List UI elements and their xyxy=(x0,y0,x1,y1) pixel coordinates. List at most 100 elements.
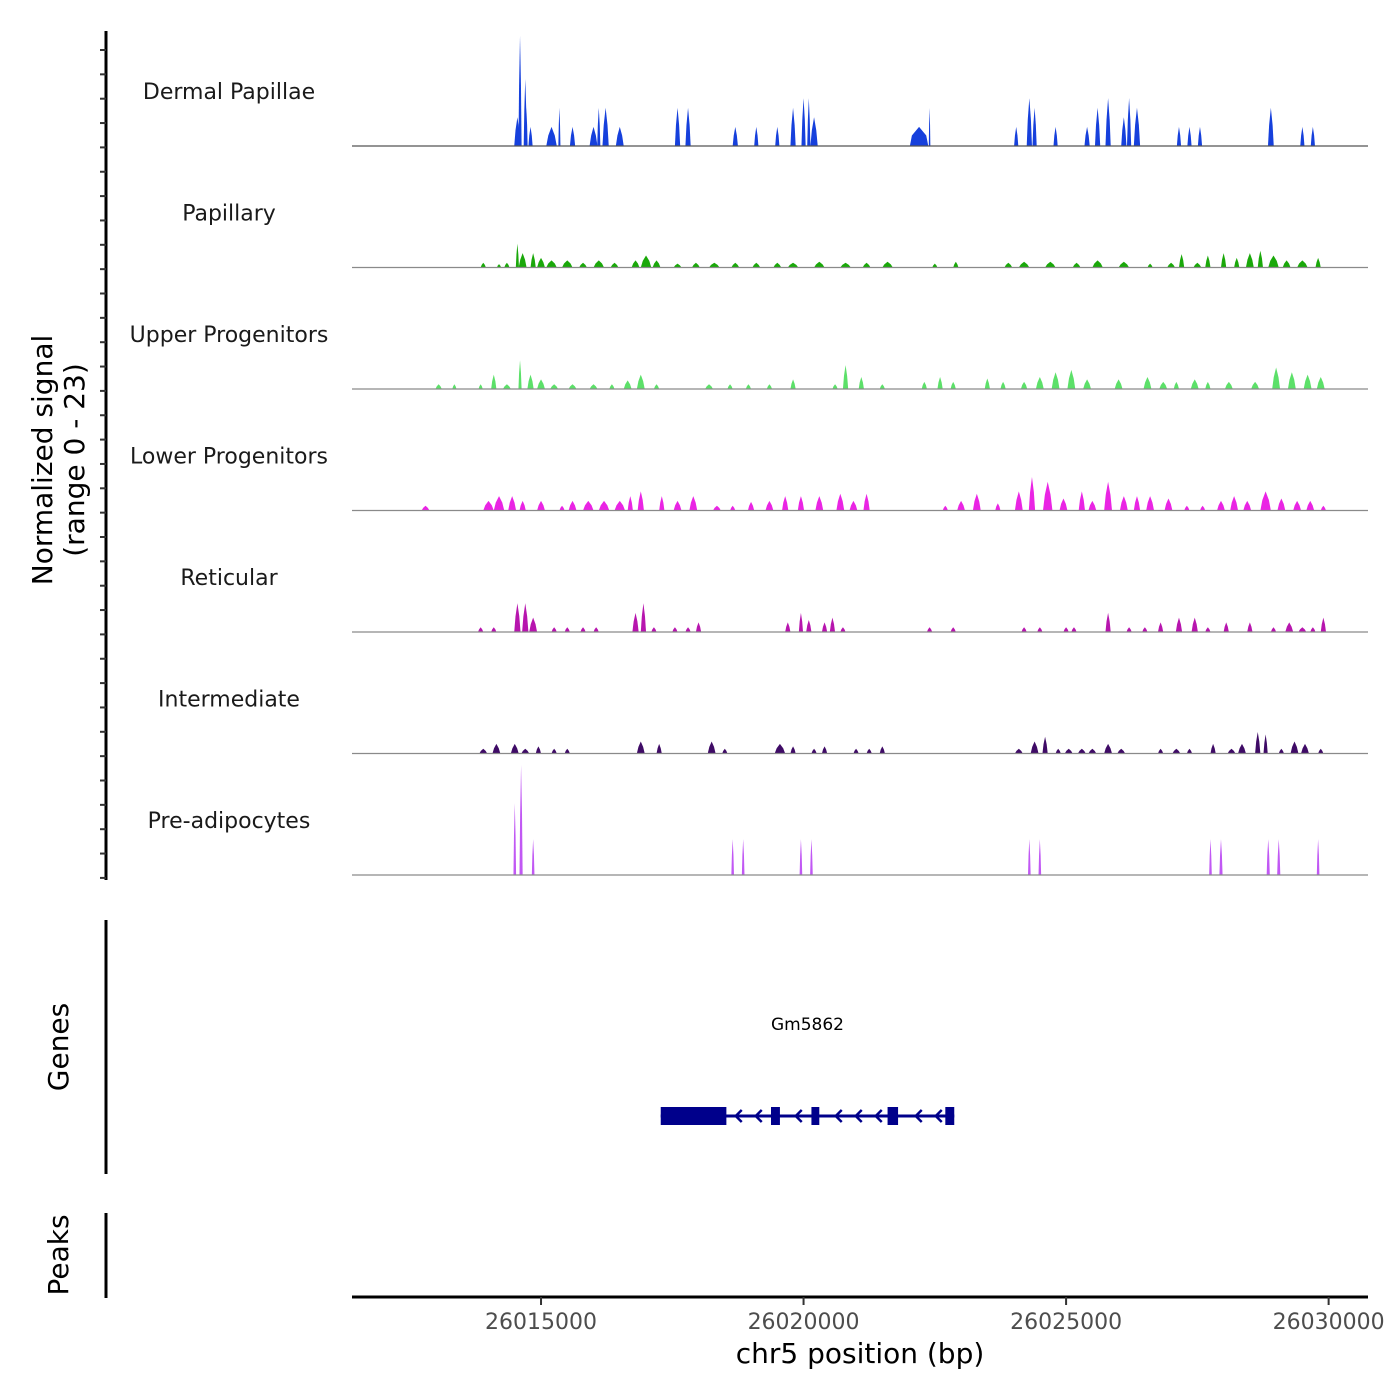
signal-peak xyxy=(731,839,734,875)
signal-peak xyxy=(623,380,632,389)
signal-peak xyxy=(535,746,542,754)
signal-peak xyxy=(1143,377,1152,389)
signal-peak xyxy=(1051,372,1060,389)
signal-peak xyxy=(1205,381,1211,389)
signal-peak xyxy=(810,839,813,875)
signal-peak xyxy=(1243,500,1252,511)
track-label: Papillary xyxy=(182,202,276,227)
signal-peak xyxy=(1209,839,1212,875)
signal-peak xyxy=(731,262,740,268)
signal-peak xyxy=(829,617,836,632)
signal-peak xyxy=(1035,377,1044,389)
signal-peak xyxy=(1028,839,1031,875)
track-intermediate: Intermediate xyxy=(158,688,1368,755)
signal-peak xyxy=(806,620,812,632)
signal-peak xyxy=(1290,741,1299,754)
signal-peak xyxy=(879,746,885,754)
signal-peak xyxy=(529,617,538,632)
signal-peak xyxy=(496,264,502,268)
signal-peak xyxy=(1105,612,1111,632)
signal-peak xyxy=(1055,748,1061,754)
signal-peak xyxy=(722,748,728,754)
signal-peak xyxy=(589,384,598,389)
signal-peak xyxy=(537,257,545,268)
signal-peak xyxy=(568,500,577,511)
y-axis-title-main: Normalized signal xyxy=(26,335,59,586)
signal-peak xyxy=(1251,381,1260,389)
track-papillary: Papillary xyxy=(182,202,1368,269)
signal-peak xyxy=(1220,253,1227,268)
signal-peak xyxy=(953,261,959,268)
signal-peak xyxy=(1042,736,1048,754)
signal-peak xyxy=(1176,126,1182,146)
signal-peak xyxy=(797,496,805,511)
signal-peak xyxy=(640,255,652,268)
signal-peak xyxy=(1157,622,1164,632)
signal-peak xyxy=(807,98,811,146)
signal-peak xyxy=(1320,617,1326,632)
signal-peak xyxy=(754,126,759,146)
signal-peak xyxy=(1318,748,1324,754)
signal-peak xyxy=(551,748,557,754)
signal-peak xyxy=(775,126,780,146)
signal-peak xyxy=(942,505,948,511)
signal-peak xyxy=(685,107,691,146)
signal-peak xyxy=(799,839,803,875)
signal-peak xyxy=(659,496,665,511)
signal-peak xyxy=(674,107,681,146)
signal-peak xyxy=(640,603,647,632)
signal-peak xyxy=(1300,126,1305,146)
signal-peak xyxy=(583,500,594,511)
signal-peak xyxy=(1026,98,1032,146)
signal-peak xyxy=(1092,260,1103,268)
signal-peak xyxy=(672,627,678,632)
signal-peak xyxy=(1255,731,1261,754)
signal-peak xyxy=(1268,255,1279,268)
signal-peak xyxy=(491,627,497,632)
gene-exon xyxy=(945,1107,955,1125)
signal-peak xyxy=(558,107,561,146)
signal-peak xyxy=(518,360,522,389)
signal-peak xyxy=(842,365,849,389)
signal-peak xyxy=(1238,743,1246,754)
signal-peak xyxy=(1172,748,1181,754)
signal-peak xyxy=(1037,627,1043,632)
signal-peak xyxy=(787,262,799,268)
signal-peak xyxy=(790,107,796,146)
signal-peak xyxy=(950,381,956,389)
signal-peak xyxy=(527,374,534,389)
signal-peak xyxy=(1257,250,1263,268)
signal-peak xyxy=(1285,622,1294,632)
track-label: Pre-adipocytes xyxy=(148,809,311,834)
signal-peak xyxy=(801,98,806,146)
signal-peak xyxy=(928,107,931,146)
strand-arrow xyxy=(753,1109,763,1123)
signal-peak xyxy=(493,496,505,511)
signal-peak xyxy=(741,839,745,875)
signal-peak xyxy=(636,741,645,754)
signal-peak xyxy=(518,253,527,268)
signal-peak xyxy=(522,603,529,632)
signal-peak xyxy=(685,627,691,632)
signal-peak xyxy=(1234,257,1240,268)
signal-peak xyxy=(1094,107,1101,146)
signal-peak xyxy=(689,496,698,511)
signal-peak xyxy=(564,748,570,754)
signal-peak xyxy=(849,500,858,511)
signal-peak xyxy=(1287,372,1296,389)
signal-peak xyxy=(569,126,576,146)
signal-peak xyxy=(610,262,619,268)
signal-peak xyxy=(1147,263,1153,268)
signal-peak xyxy=(1000,381,1006,389)
signal-peak xyxy=(832,384,838,389)
signal-peak xyxy=(705,384,713,389)
signal-peak xyxy=(1063,627,1069,632)
signal-peak xyxy=(1266,839,1270,875)
signal-peak xyxy=(1267,107,1274,146)
signal-peak xyxy=(1219,839,1223,875)
signal-peak xyxy=(773,262,782,268)
signal-peak xyxy=(479,748,488,754)
signal-peak xyxy=(1272,367,1281,389)
signal-peak xyxy=(1121,117,1127,146)
